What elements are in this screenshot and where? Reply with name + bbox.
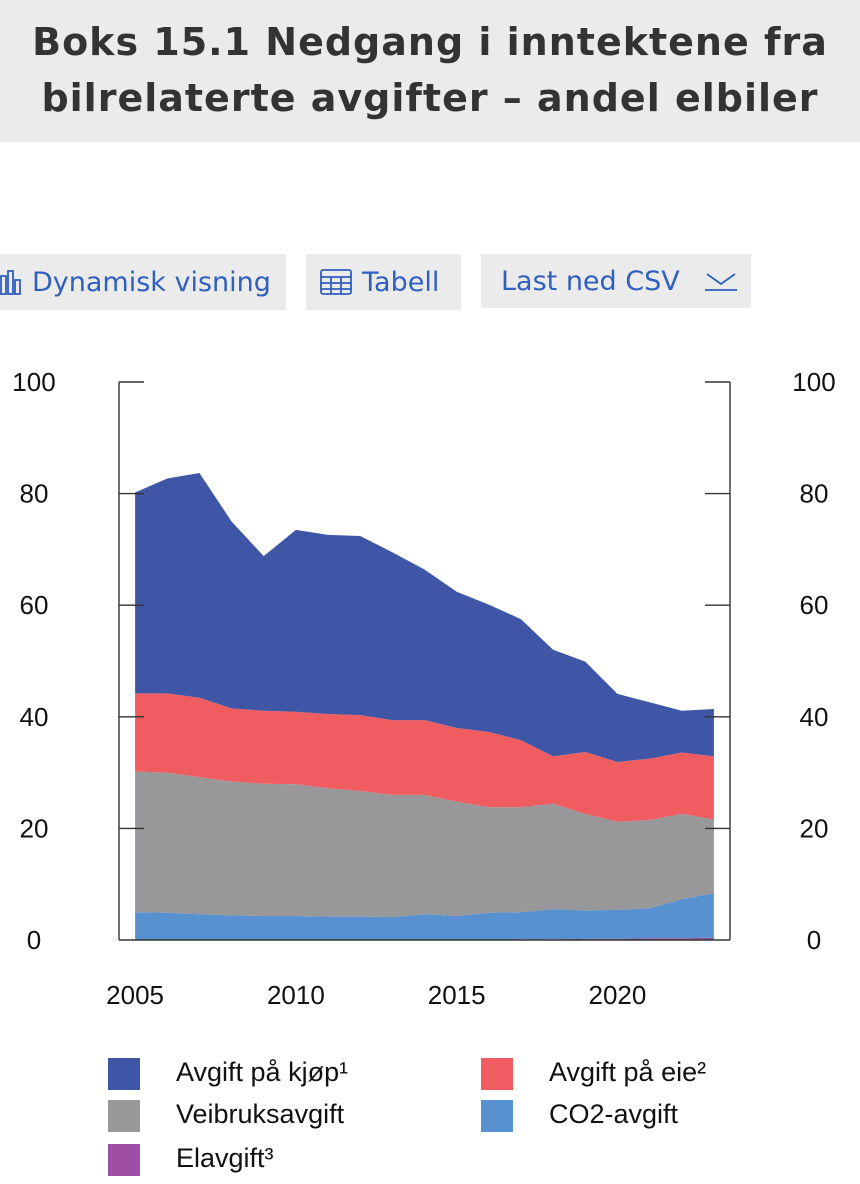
y-tick-label-right: 0	[807, 925, 821, 955]
legend-item: Elavgift³	[108, 1143, 274, 1176]
y-tick-label-left: 40	[20, 702, 49, 732]
y-tick-label-left: 0	[27, 925, 41, 955]
bar-chart-icon	[0, 268, 22, 296]
page-title: Boks 15.1 Nedgang i inntektene fra bilre…	[32, 20, 828, 120]
area-series-3	[135, 693, 714, 822]
legend-item: CO2-avgift	[481, 1099, 678, 1132]
x-tick-label: 2005	[106, 980, 164, 1010]
dynamic-view-button[interactable]: Dynamisk visning	[0, 254, 286, 310]
download-csv-button[interactable]: Last ned CSV	[481, 254, 751, 308]
legend-item: Avgift på eie²	[481, 1057, 706, 1090]
legend-swatch	[481, 1058, 513, 1090]
legend-swatch	[108, 1058, 140, 1090]
x-tick-label: 2010	[267, 980, 325, 1010]
legend-label: Veibruksavgift	[176, 1099, 345, 1129]
download-csv-label: Last ned CSV	[501, 265, 680, 297]
area-series-4	[135, 473, 714, 762]
dynamic-view-label: Dynamisk visning	[32, 266, 271, 298]
area-series-1	[135, 893, 714, 940]
table-icon	[320, 269, 352, 295]
y-tick-label-left: 20	[20, 813, 49, 843]
y-tick-label-right: 60	[800, 590, 829, 620]
legend-label: Avgift på kjøp¹	[176, 1057, 349, 1087]
x-tick-label: 2020	[589, 980, 647, 1010]
legend-item: Veibruksavgift	[108, 1099, 344, 1132]
area-series-2	[135, 771, 714, 918]
legend-item: Avgift på kjøp¹	[108, 1057, 348, 1090]
y-tick-label-right: 80	[800, 479, 829, 509]
legend-swatch	[108, 1100, 140, 1132]
legend-label: Elavgift³	[176, 1143, 274, 1173]
x-tick-label: 2015	[428, 980, 486, 1010]
y-tick-label-left: 80	[20, 479, 49, 509]
y-tick-label-left: 60	[20, 590, 49, 620]
page-header: Boks 15.1 Nedgang i inntektene fra bilre…	[0, 0, 860, 142]
legend-label: CO2-avgift	[549, 1099, 679, 1129]
legend-swatch	[481, 1100, 513, 1132]
chevron-down-icon	[704, 270, 738, 292]
y-tick-label-right: 100	[792, 367, 835, 397]
chart-legend: Avgift på kjøp¹ Avgift på eie² Veibruksavg…	[0, 1050, 860, 1184]
y-tick-label-right: 20	[800, 813, 829, 843]
table-label: Tabell	[362, 266, 440, 298]
y-tick-label-right: 40	[800, 702, 829, 732]
legend-swatch	[108, 1144, 140, 1176]
legend-label: Avgift på eie²	[549, 1057, 707, 1087]
table-button[interactable]: Tabell	[306, 254, 461, 310]
y-tick-label-left: 100	[12, 367, 55, 397]
